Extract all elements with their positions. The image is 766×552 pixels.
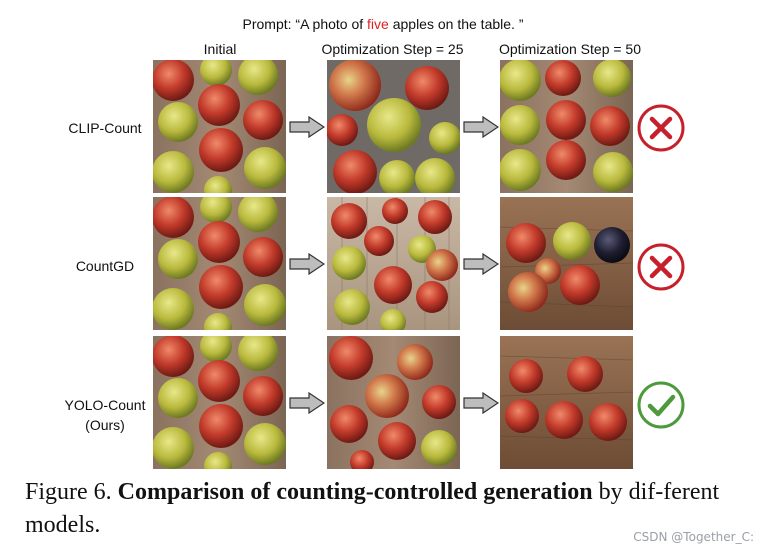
arrow-right-icon xyxy=(463,252,500,276)
prompt-highlight: five xyxy=(367,16,389,32)
column-header-step25: Optimization Step = 25 xyxy=(321,41,464,57)
row-label-line: CLIP-Count xyxy=(68,120,142,136)
image-countgd-step50 xyxy=(500,197,633,330)
prompt-suffix: apples on the table. ” xyxy=(388,16,524,32)
cross-circle-icon xyxy=(636,103,686,153)
row-label-line-ours: (Ours) xyxy=(85,417,125,433)
image-clip-count-step50 xyxy=(500,60,633,193)
image-countgd-step25 xyxy=(327,197,460,330)
row-label-line: CountGD xyxy=(75,258,135,274)
column-header-initial: Initial xyxy=(203,41,237,57)
arrow-right-icon xyxy=(289,391,326,415)
caption-rest: by dif-ferent models. xyxy=(25,479,720,538)
row-label-countgd: CountGD xyxy=(45,256,165,276)
image-clip-count-initial xyxy=(153,60,286,193)
image-yolo-count-step50 xyxy=(500,336,633,469)
watermark: CSDN @Together_C: xyxy=(633,530,754,544)
row-label-clip-count: CLIP-Count xyxy=(45,118,165,138)
row-label-line: YOLO-Count xyxy=(64,397,146,413)
image-yolo-count-initial xyxy=(153,336,286,469)
check-circle-icon xyxy=(636,380,686,430)
prompt-prefix: Prompt: “A photo of xyxy=(242,16,368,32)
figure-caption: Figure 6. Comparison of counting-control… xyxy=(25,476,745,542)
caption-label: Figure 6. xyxy=(25,479,112,505)
caption-bold: Comparison of counting-controlled genera… xyxy=(117,479,593,505)
arrow-right-icon xyxy=(289,115,326,139)
row-label-yolo-count: YOLO-Count (Ours) xyxy=(45,395,165,435)
arrow-right-icon xyxy=(463,391,500,415)
image-countgd-initial xyxy=(153,197,286,330)
cross-circle-icon xyxy=(636,242,686,292)
arrow-right-icon xyxy=(289,252,326,276)
image-yolo-count-step25 xyxy=(327,336,460,469)
column-header-step50: Optimization Step = 50 xyxy=(498,41,642,57)
figure-prompt: Prompt: “A photo of five apples on the t… xyxy=(0,16,766,32)
arrow-right-icon xyxy=(463,115,500,139)
image-clip-count-step25 xyxy=(327,60,460,193)
